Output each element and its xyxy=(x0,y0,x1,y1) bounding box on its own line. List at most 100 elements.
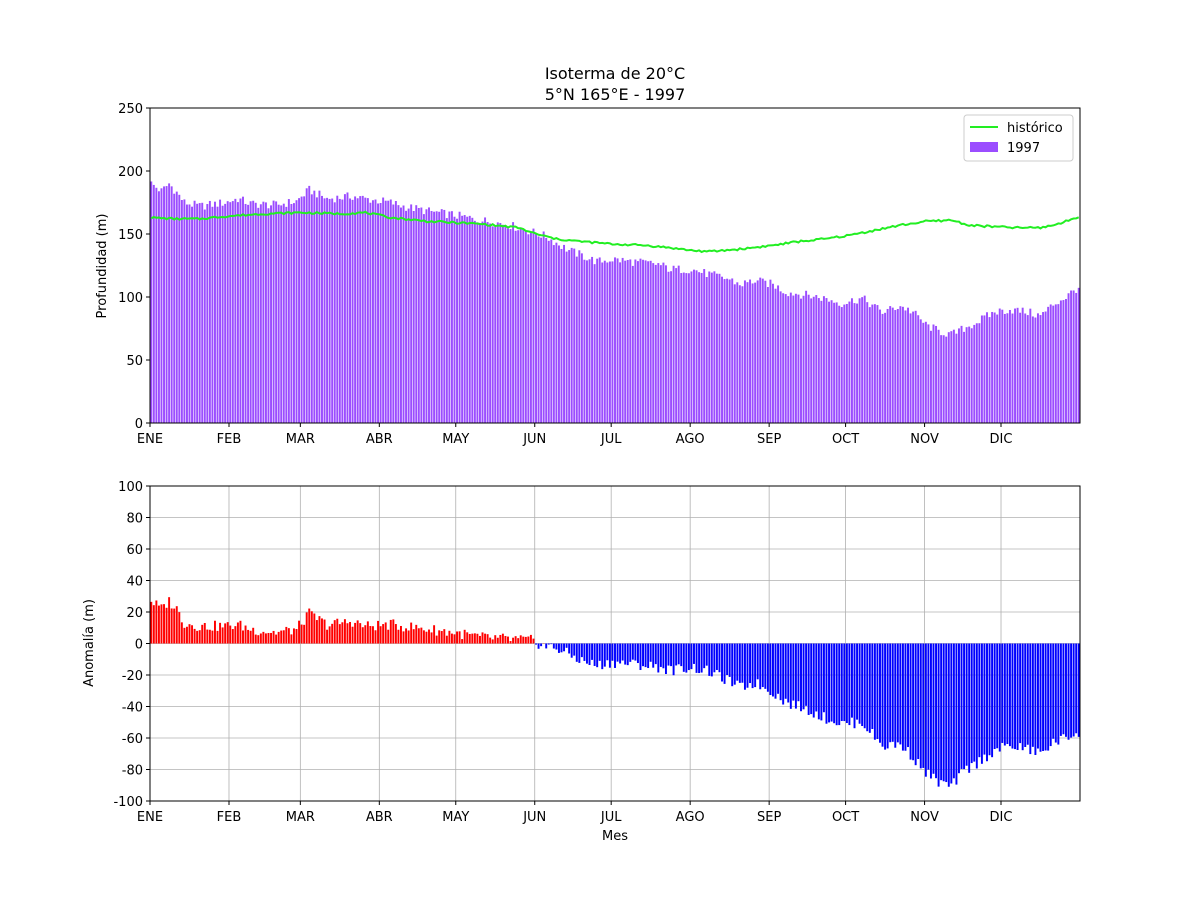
anomaly-bar xyxy=(889,643,892,743)
depth-bar xyxy=(866,302,869,423)
anomaly-bar xyxy=(173,608,176,644)
depth-bar xyxy=(1057,304,1060,423)
anomaly-bar xyxy=(840,643,843,721)
anomaly-bar xyxy=(155,600,158,644)
bottom-x-tick-label: OCT xyxy=(832,810,859,825)
anomaly-bar xyxy=(807,643,810,715)
anomaly-bar xyxy=(820,643,823,721)
depth-bar xyxy=(1065,299,1067,423)
anomaly-bar xyxy=(568,643,571,654)
anomaly-bar xyxy=(927,643,930,770)
depth-bar xyxy=(491,226,494,423)
depth-bar xyxy=(547,240,550,423)
depth-bar xyxy=(359,196,362,423)
depth-bar xyxy=(1054,304,1057,423)
anomaly-bar xyxy=(394,624,397,644)
depth-bar xyxy=(430,211,433,423)
depth-bar xyxy=(726,278,729,423)
depth-bar xyxy=(438,211,441,423)
depth-bar xyxy=(863,295,866,423)
anomaly-bar xyxy=(402,631,405,644)
anomaly-bar xyxy=(430,632,433,644)
depth-bar xyxy=(318,190,321,423)
anomaly-bar xyxy=(463,629,466,644)
anomaly-bar xyxy=(252,627,255,644)
depth-bar xyxy=(843,304,846,423)
anomaly-bar xyxy=(884,643,887,750)
legend-entry-1997: 1997 xyxy=(1007,141,1040,156)
depth-bar xyxy=(787,296,790,423)
depth-bar xyxy=(731,278,734,423)
anomaly-bar xyxy=(264,633,267,644)
depth-bar xyxy=(764,280,767,423)
depth-bar xyxy=(242,196,244,423)
anomaly-bar xyxy=(489,637,492,644)
anomaly-bar xyxy=(838,643,841,726)
depth-bar xyxy=(608,261,611,423)
depth-bar xyxy=(682,272,685,423)
anomaly-bar xyxy=(917,643,920,760)
anomaly-bar xyxy=(438,630,441,644)
anomaly-bar xyxy=(731,643,734,687)
anomaly-bar xyxy=(891,643,894,742)
top-x-tick-label: JUL xyxy=(600,432,622,447)
depth-bar xyxy=(664,265,667,423)
depth-bar xyxy=(772,283,774,423)
anomaly-bar xyxy=(894,643,897,748)
anomaly-bar xyxy=(690,643,693,670)
depth-bar xyxy=(224,203,227,423)
depth-bar xyxy=(670,271,673,423)
anomaly-bar xyxy=(718,643,721,673)
depth-bar xyxy=(298,198,301,423)
anomaly-bar xyxy=(580,643,583,658)
anomaly-bar xyxy=(384,622,387,644)
depth-bar xyxy=(718,273,721,423)
depth-bar xyxy=(1024,313,1027,423)
anomaly-bar xyxy=(945,643,948,783)
anomaly-bar xyxy=(410,622,413,644)
anomaly-bar xyxy=(229,625,232,644)
anomaly-bar xyxy=(336,618,339,644)
depth-bar xyxy=(252,200,255,423)
bottom-x-tick-label: MAR xyxy=(286,810,315,825)
depth-bar xyxy=(262,201,265,423)
depth-bar xyxy=(193,200,196,423)
depth-bar xyxy=(295,200,298,423)
depth-bar xyxy=(708,271,711,423)
anomaly-bar xyxy=(710,643,713,677)
top-y-tick-label: 150 xyxy=(118,228,143,243)
depth-bar xyxy=(568,250,571,423)
depth-bar xyxy=(267,208,270,423)
top-x-tick-label: ABR xyxy=(366,432,393,447)
anomaly-bar xyxy=(198,630,201,644)
depth-bar xyxy=(705,277,708,423)
anomaly-bar xyxy=(940,643,943,781)
anomaly-bar xyxy=(244,625,247,644)
anomaly-bar xyxy=(932,643,935,774)
anomaly-bar xyxy=(476,633,479,644)
depth-bar xyxy=(884,312,887,423)
anomaly-bar xyxy=(529,634,532,644)
depth-bar xyxy=(927,324,930,423)
depth-bar xyxy=(249,201,252,423)
anomaly-bar xyxy=(713,643,716,673)
anomaly-bar xyxy=(315,620,318,644)
anomaly-bar xyxy=(501,633,504,644)
anomaly-bar xyxy=(456,631,458,644)
anomaly-bar xyxy=(292,628,295,644)
depth-bar xyxy=(481,221,484,423)
anomaly-bar xyxy=(751,643,754,689)
depth-bar xyxy=(588,259,591,423)
anomaly-bar xyxy=(784,643,787,699)
anomaly-bar xyxy=(935,643,938,779)
depth-bar xyxy=(529,232,532,423)
depth-bar xyxy=(1026,315,1029,423)
bottom-y-tick-label: 60 xyxy=(126,543,143,558)
depth-bar xyxy=(1070,290,1073,423)
depth-bar xyxy=(662,262,665,423)
depth-bar xyxy=(968,326,971,423)
depth-bar xyxy=(835,302,838,423)
depth-bar xyxy=(848,301,851,423)
depth-bar xyxy=(259,204,262,423)
anomaly-bar xyxy=(415,624,418,644)
